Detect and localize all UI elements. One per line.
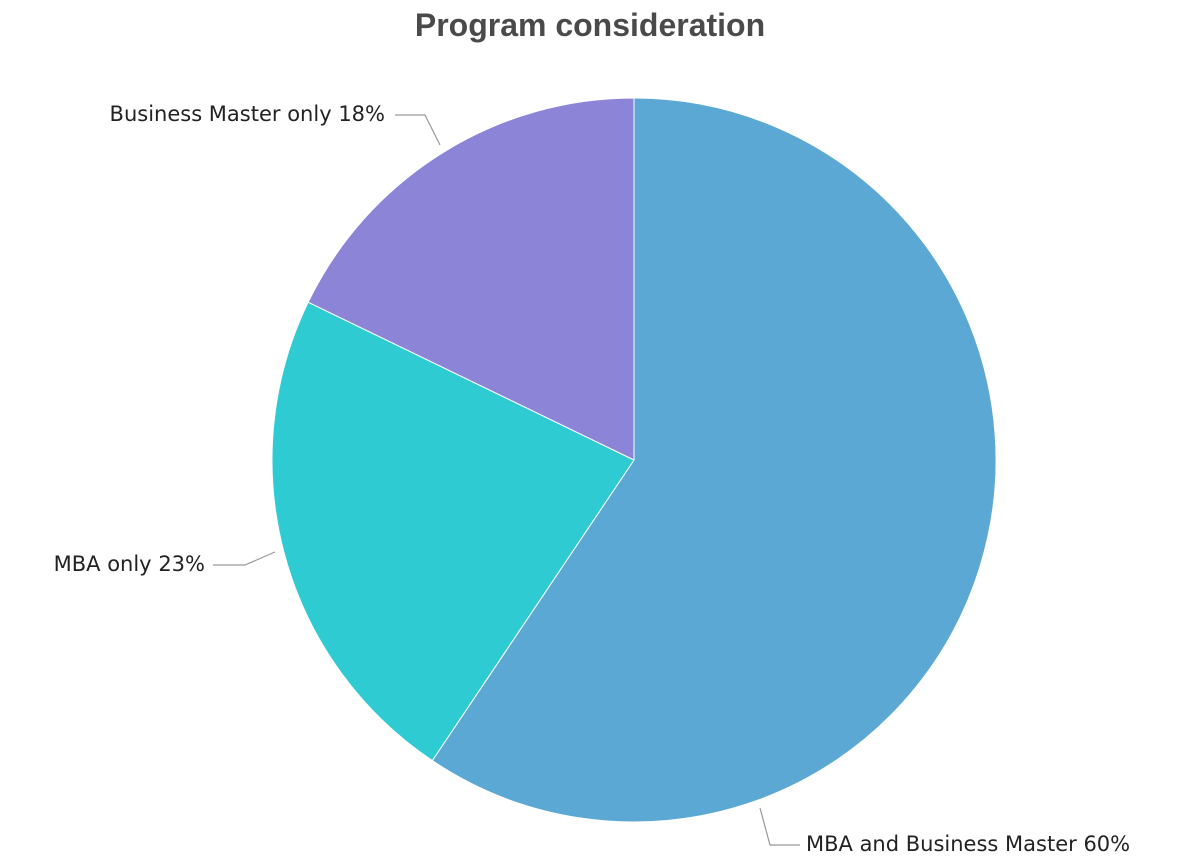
leader-line	[759, 807, 800, 846]
slice-name: MBA and Business Master	[806, 832, 1077, 856]
slice-value: 60%	[1083, 832, 1130, 856]
pie-slice	[431, 97, 997, 823]
slice-value: 23%	[158, 552, 205, 576]
slice-label: Business Master only 18%	[110, 102, 385, 126]
slice-label: MBA only 23%	[54, 552, 205, 576]
pie-slice	[307, 97, 635, 461]
leader-line	[213, 551, 276, 566]
slice-label: MBA and Business Master 60%	[806, 832, 1130, 856]
slice-name: Business Master only	[110, 102, 332, 126]
slice-name: MBA only	[54, 552, 152, 576]
chart-title: Program consideration	[415, 7, 765, 43]
slice-value: 18%	[338, 102, 385, 126]
pie-slice	[271, 301, 635, 762]
leader-line	[395, 114, 441, 146]
